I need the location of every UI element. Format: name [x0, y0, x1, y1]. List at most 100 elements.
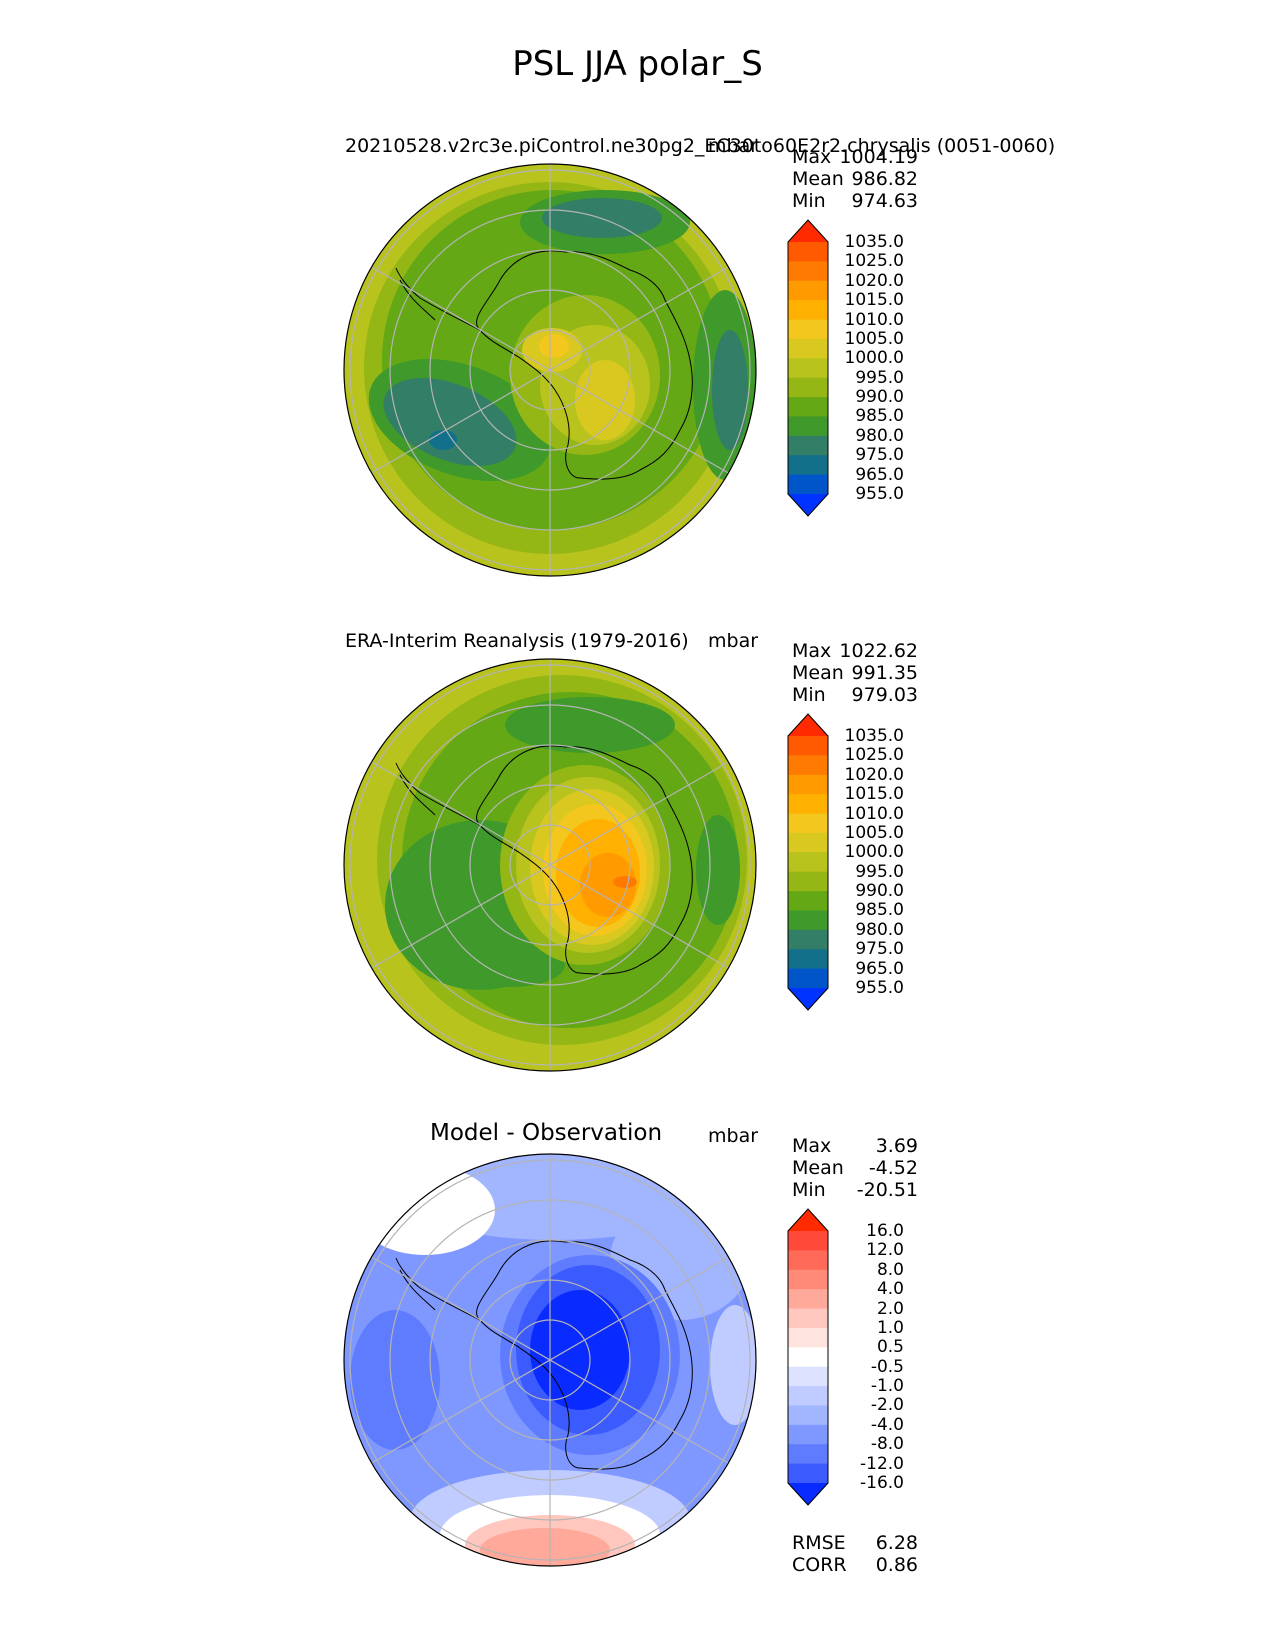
colorbar-segment [788, 755, 828, 776]
field-south-pos-2 [480, 1528, 610, 1566]
colorbar-segment [788, 910, 828, 931]
panel2-mean-label: Mean [792, 662, 844, 684]
field-low-west-min [429, 430, 457, 450]
colorbar-segment [788, 1347, 828, 1368]
colorbar-extend-top [788, 714, 828, 736]
colorbar-segment [788, 1269, 828, 1290]
panel3-corr-value: 0.86 [875, 1554, 918, 1576]
colorbar-segment [788, 397, 828, 417]
field-nw-white [355, 1165, 495, 1255]
colorbar-tick-label: 1010.0 [844, 309, 904, 330]
colorbar-extend-bottom [788, 1483, 828, 1505]
colorbar-tick-label: 1005.0 [844, 822, 904, 843]
panel1-units: mbar [708, 135, 759, 157]
colorbar-tick-label: 1015.0 [844, 290, 904, 311]
colorbar-extend-bottom [788, 988, 828, 1010]
panel3-max-value: 3.69 [875, 1135, 918, 1157]
colorbar-tick-label: -12.0 [860, 1453, 904, 1474]
field-low-north-core [542, 198, 662, 238]
panel3-rmse-value: 6.28 [875, 1532, 918, 1554]
colorbar-tick-label: -16.0 [860, 1473, 904, 1493]
colorbar-tick-label: 975.0 [855, 445, 904, 466]
panel3-colorbar [787, 1208, 829, 1506]
colorbar-segment [788, 1250, 828, 1271]
colorbar-tick-label: 975.0 [855, 939, 904, 960]
graticule [349, 1154, 751, 1566]
colorbar-segment [788, 1289, 828, 1310]
colorbar-segment [788, 474, 828, 495]
colorbar-tick-label: 0.5 [876, 1337, 904, 1358]
panel2-max-value: 1022.62 [839, 640, 918, 662]
panel3-mean-value: -4.52 [868, 1157, 918, 1179]
field-low-north [505, 697, 675, 753]
panel3-max-label: Max [792, 1135, 832, 1157]
colorbar-tick-label: 980.0 [855, 919, 904, 940]
colorbar-tick-label: 965.0 [855, 958, 904, 979]
colorbar-segment [788, 261, 828, 282]
panel3-corr-label: CORR [792, 1554, 847, 1576]
panel2-min-label: Min [792, 684, 826, 706]
figure-title: PSL JJA polar_S [512, 44, 763, 84]
panel3-units: mbar [708, 1125, 759, 1147]
colorbar-outline [787, 219, 829, 517]
panel1-max-label: Max [792, 146, 832, 168]
colorbar-segment [788, 832, 828, 853]
colorbar-tick-label: 1010.0 [844, 803, 904, 824]
colorbar-tick-label: 990.0 [855, 387, 904, 408]
panel2-mean-value: 991.35 [851, 662, 918, 684]
colorbar-tick-label: 4.0 [876, 1279, 904, 1300]
colorbar-segment [788, 455, 828, 476]
map-boundary [343, 163, 757, 577]
panel1-colorbar [787, 219, 829, 517]
colorbar-segment [788, 1327, 828, 1348]
graticule [349, 164, 751, 576]
colorbar-tick-label: -2.0 [870, 1395, 904, 1416]
colorbar-segment [788, 1308, 828, 1329]
colorbar-tick-label: 1000.0 [844, 842, 904, 863]
colorbar-segment [788, 1231, 828, 1251]
colorbar-tick-label: 1015.0 [844, 784, 904, 805]
colorbar-tick-label: 1035.0 [844, 232, 904, 252]
field-ant-core [543, 1330, 587, 1380]
panel3-colorbar-segments [787, 1208, 829, 1506]
colorbar-segment [788, 358, 828, 379]
field-low-east [696, 815, 740, 925]
panel2-title: ERA-Interim Reanalysis (1979-2016) [345, 630, 689, 652]
panel1-title: 20210528.v2rc3e.piControl.ne30pg2_EC30to… [345, 135, 1056, 157]
colorbar-segment [788, 891, 828, 911]
field-west-strong [350, 1310, 440, 1450]
colorbar-segment [788, 813, 828, 834]
colorbar-tick-label: 2.0 [876, 1298, 904, 1319]
map-boundary [343, 658, 757, 1072]
field-high-center-core [539, 334, 569, 358]
colorbar-tick-label: -1.0 [870, 1376, 904, 1397]
colorbar-outline [787, 1208, 829, 1506]
colorbar-tick-label: 955.0 [855, 484, 904, 504]
colorbar-tick-label: 1.0 [876, 1317, 904, 1338]
panel3-min-value: -20.51 [856, 1179, 918, 1201]
panel3-rmse-label: RMSE [792, 1532, 846, 1554]
panel1-map [343, 163, 757, 577]
field-high-plateau-3 [575, 360, 635, 440]
colorbar-tick-label: 16.0 [866, 1221, 904, 1241]
colorbar-tick-label: 955.0 [855, 978, 904, 998]
colorbar-segment [788, 794, 828, 815]
colorbar-tick-label: 1035.0 [844, 726, 904, 746]
colorbar-segment [788, 736, 828, 756]
colorbar-segment [788, 416, 828, 437]
colorbar-tick-label: 985.0 [855, 900, 904, 921]
colorbar-tick-label: 1020.0 [844, 764, 904, 785]
colorbar-tick-label: 1025.0 [844, 251, 904, 272]
panel2-units: mbar [708, 630, 759, 652]
colorbar-segment [788, 1424, 828, 1445]
colorbar-segment [788, 1386, 828, 1406]
colorbar-tick-label: 1000.0 [844, 348, 904, 369]
colorbar-extend-top [788, 1209, 828, 1231]
field-high-7 [613, 876, 637, 888]
panel2-max-label: Max [792, 640, 832, 662]
panel1-colorbar-segments [787, 219, 829, 517]
colorbar-tick-label: 995.0 [855, 367, 904, 388]
colorbar-tick-label: 990.0 [855, 881, 904, 902]
colorbar-tick-label: -0.5 [870, 1356, 904, 1377]
panel2-colorbar [787, 713, 829, 1011]
